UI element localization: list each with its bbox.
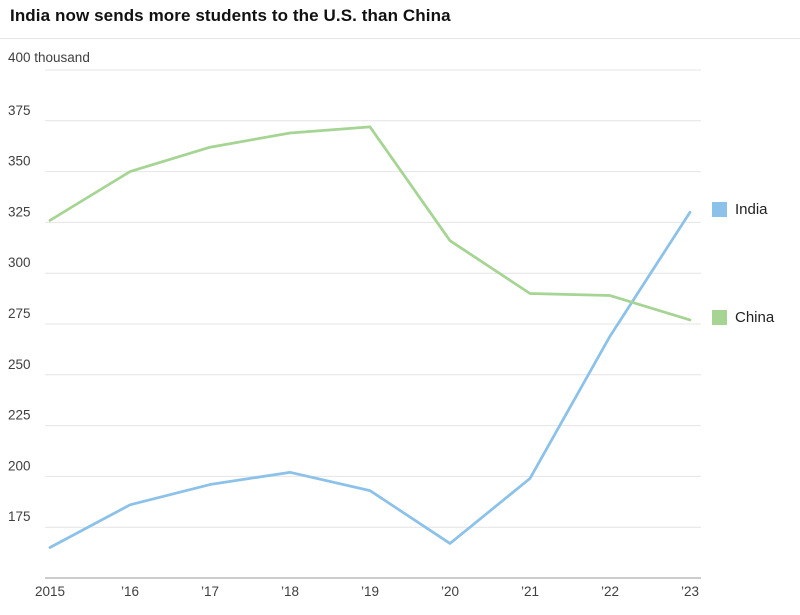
y-tick-label: 250 [8,357,31,372]
x-tick-label: ’21 [521,584,539,599]
y-tick-label: 300 [8,255,31,270]
x-tick-label: ’23 [681,584,699,599]
title-divider [0,38,800,39]
x-tick-label: 2015 [35,584,65,599]
india-legend-swatch [712,202,727,218]
y-tick-label: 350 [8,154,31,169]
china-legend-swatch [712,309,727,325]
legend-label-india: India [735,201,768,219]
x-tick-label: ’22 [601,584,619,599]
legend-item-china: China [712,309,774,326]
series-line-china [48,125,692,322]
series-line-india [48,210,692,549]
x-tick-label: ’19 [361,584,379,599]
x-tick-label: ’17 [201,584,219,599]
x-tick-label: ’20 [441,584,459,599]
x-tick-label: ’18 [281,584,299,599]
legend-label-china: China [735,308,775,326]
y-axis-unit-label: 400 thousand [8,50,90,65]
y-tick-label: 275 [8,306,31,321]
y-tick-label: 325 [8,204,31,219]
y-tick-label: 200 [8,458,31,473]
y-tick-label: 175 [8,509,31,524]
legend-item-india: India [712,201,768,218]
y-tick-label: 375 [8,103,31,118]
x-tick-label: ’16 [121,584,139,599]
chart-title: India now sends more students to the U.S… [10,6,451,25]
y-tick-label: 225 [8,408,31,423]
